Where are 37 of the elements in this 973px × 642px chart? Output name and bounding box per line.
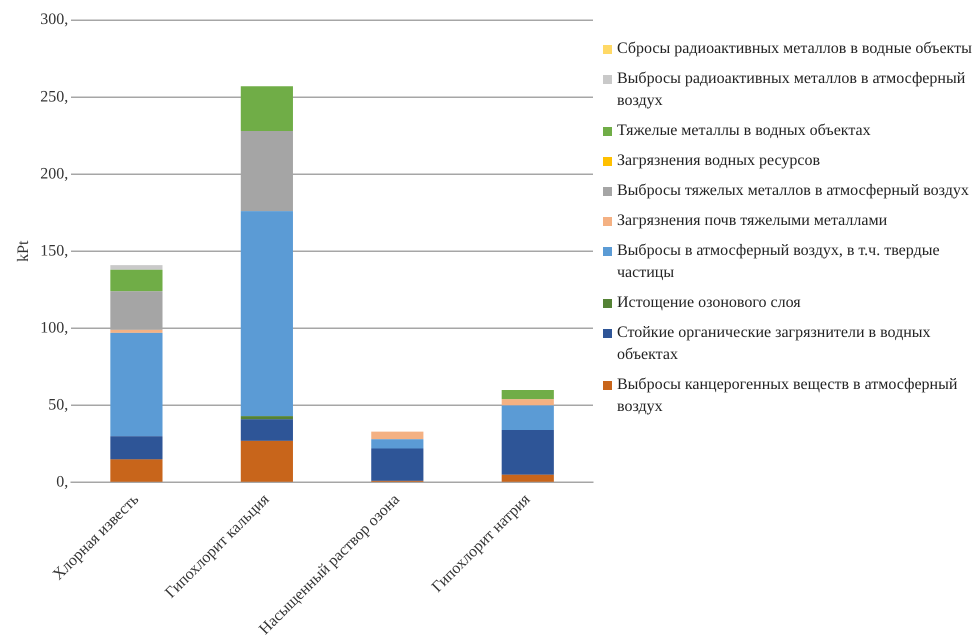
y-tick-label: 150, [40, 242, 68, 260]
bar [110, 270, 163, 292]
legend-label: Выбросы тяжелых металлов в атмосферный воздух [617, 181, 969, 201]
bar [371, 439, 424, 449]
legend-label: Тяжелые металлы в водных объектах [617, 121, 871, 141]
bar [240, 416, 293, 420]
bar [371, 432, 424, 440]
bar [502, 390, 554, 400]
legend-label: Стойкие органические загрязнители в водных объектах [617, 323, 932, 365]
bar [240, 419, 293, 441]
bar [502, 405, 554, 430]
bar [110, 330, 163, 333]
bar [502, 430, 554, 475]
bar [110, 265, 163, 270]
legend-label: Выбросы канцерогенных веществ в атмосферный воздух [617, 375, 958, 417]
legend-label: Выбросы в атмосферный воздух, в т.ч. твердые частицы [617, 241, 941, 283]
y-tick-label: 300, [40, 11, 68, 28]
y-tick-label: 250, [40, 88, 68, 106]
bar [240, 86, 293, 131]
y-tick-label: 200, [40, 165, 68, 182]
legend-label: Загрязнения почв тяжелыми металлами [617, 211, 888, 231]
y-axis-title: kPt [14, 240, 32, 262]
bar [371, 448, 424, 481]
legend-label: Выбросы радиоактивных металлов в атмосферный воздух [617, 69, 966, 111]
bar [240, 211, 293, 416]
bar [110, 436, 163, 460]
y-tick-label: 100, [40, 319, 68, 336]
bar [502, 399, 554, 406]
bar [502, 474, 554, 482]
legend-label: Истощение озонового слоя [617, 293, 801, 313]
y-tick-label: 0, [56, 474, 68, 491]
bar [110, 459, 163, 482]
y-tick-label: 50, [48, 396, 68, 414]
legend-label: Загрязнения водных ресурсов [617, 151, 820, 171]
bar [110, 332, 163, 436]
bar [240, 440, 293, 482]
legend-label: Сбросы радиоактивных металлов в водные объекты [617, 39, 972, 59]
